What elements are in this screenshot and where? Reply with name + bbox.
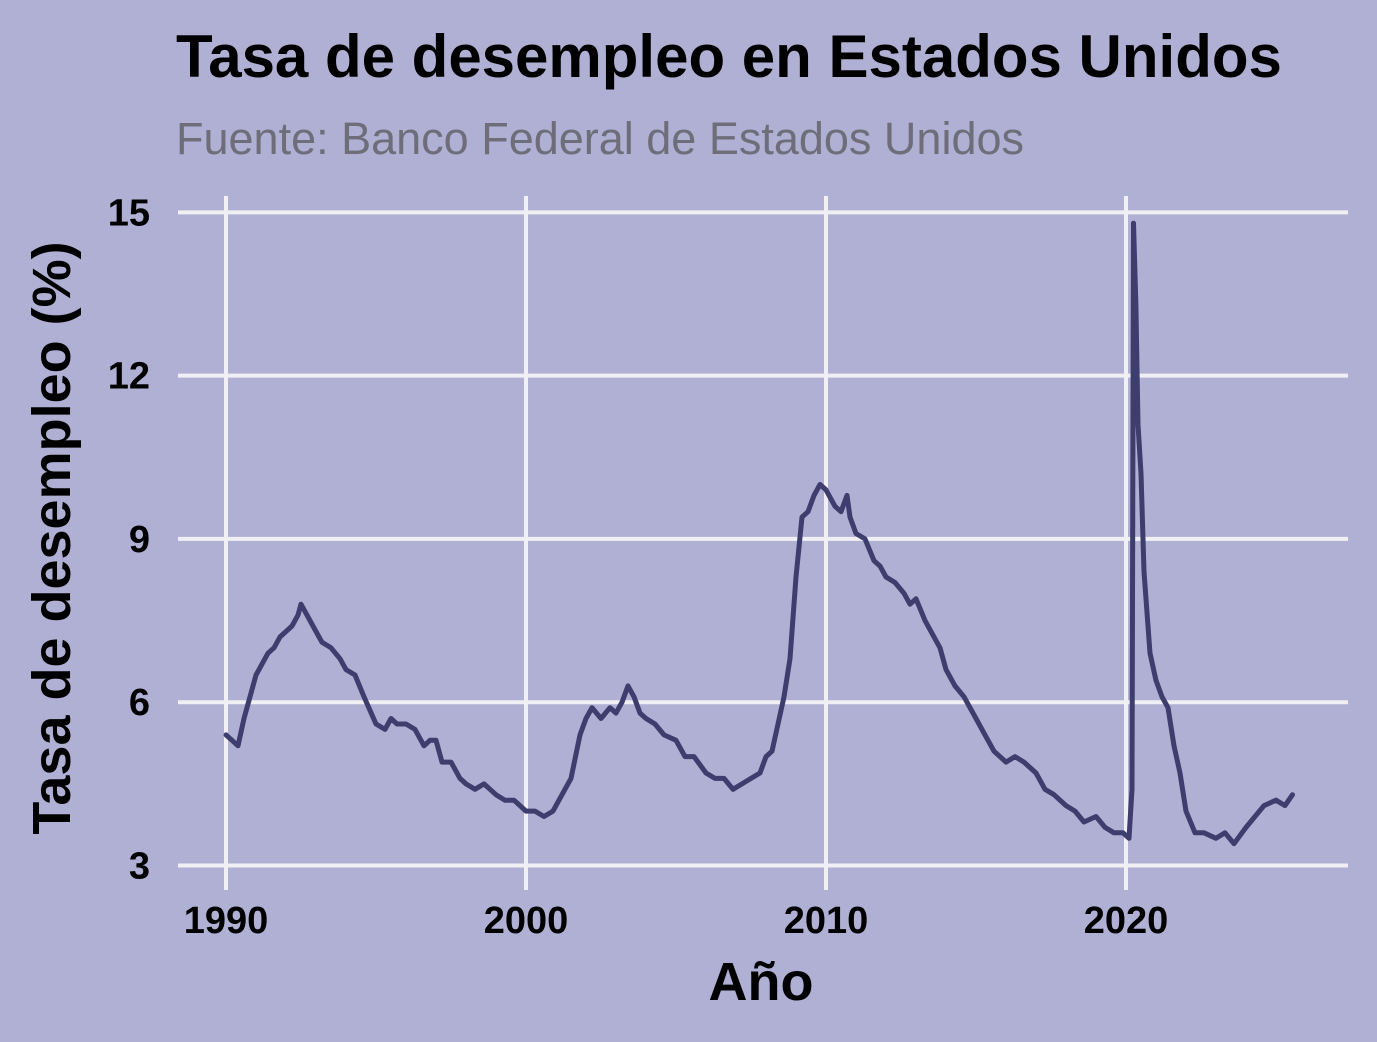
- y-tick-label-12: 12: [108, 356, 150, 398]
- y-tick-label-15: 15: [108, 192, 150, 234]
- y-tick-label-6: 6: [129, 682, 150, 724]
- x-tick-label-1990: 1990: [184, 900, 269, 942]
- chart-title: Tasa de desempleo en Estados Unidos: [176, 23, 1282, 90]
- grid: [178, 196, 1348, 890]
- y-tick-label-3: 3: [129, 846, 150, 888]
- tick-labels: 3 6 9 12 15 1990 2000 2010 2020: [108, 192, 1169, 942]
- x-tick-label-2010: 2010: [784, 900, 869, 942]
- chart-subtitle: Fuente: Banco Federal de Estados Unidos: [176, 113, 1024, 164]
- x-axis-title: Año: [709, 952, 814, 1012]
- y-tick-label-9: 9: [129, 519, 150, 561]
- series-layer: [223, 220, 1295, 847]
- x-tick-label-2020: 2020: [1084, 900, 1169, 942]
- series-line-unemployment-rate: [223, 220, 1295, 847]
- x-tick-label-2000: 2000: [484, 900, 569, 942]
- y-axis-title: Tasa de desempleo (%): [22, 241, 82, 834]
